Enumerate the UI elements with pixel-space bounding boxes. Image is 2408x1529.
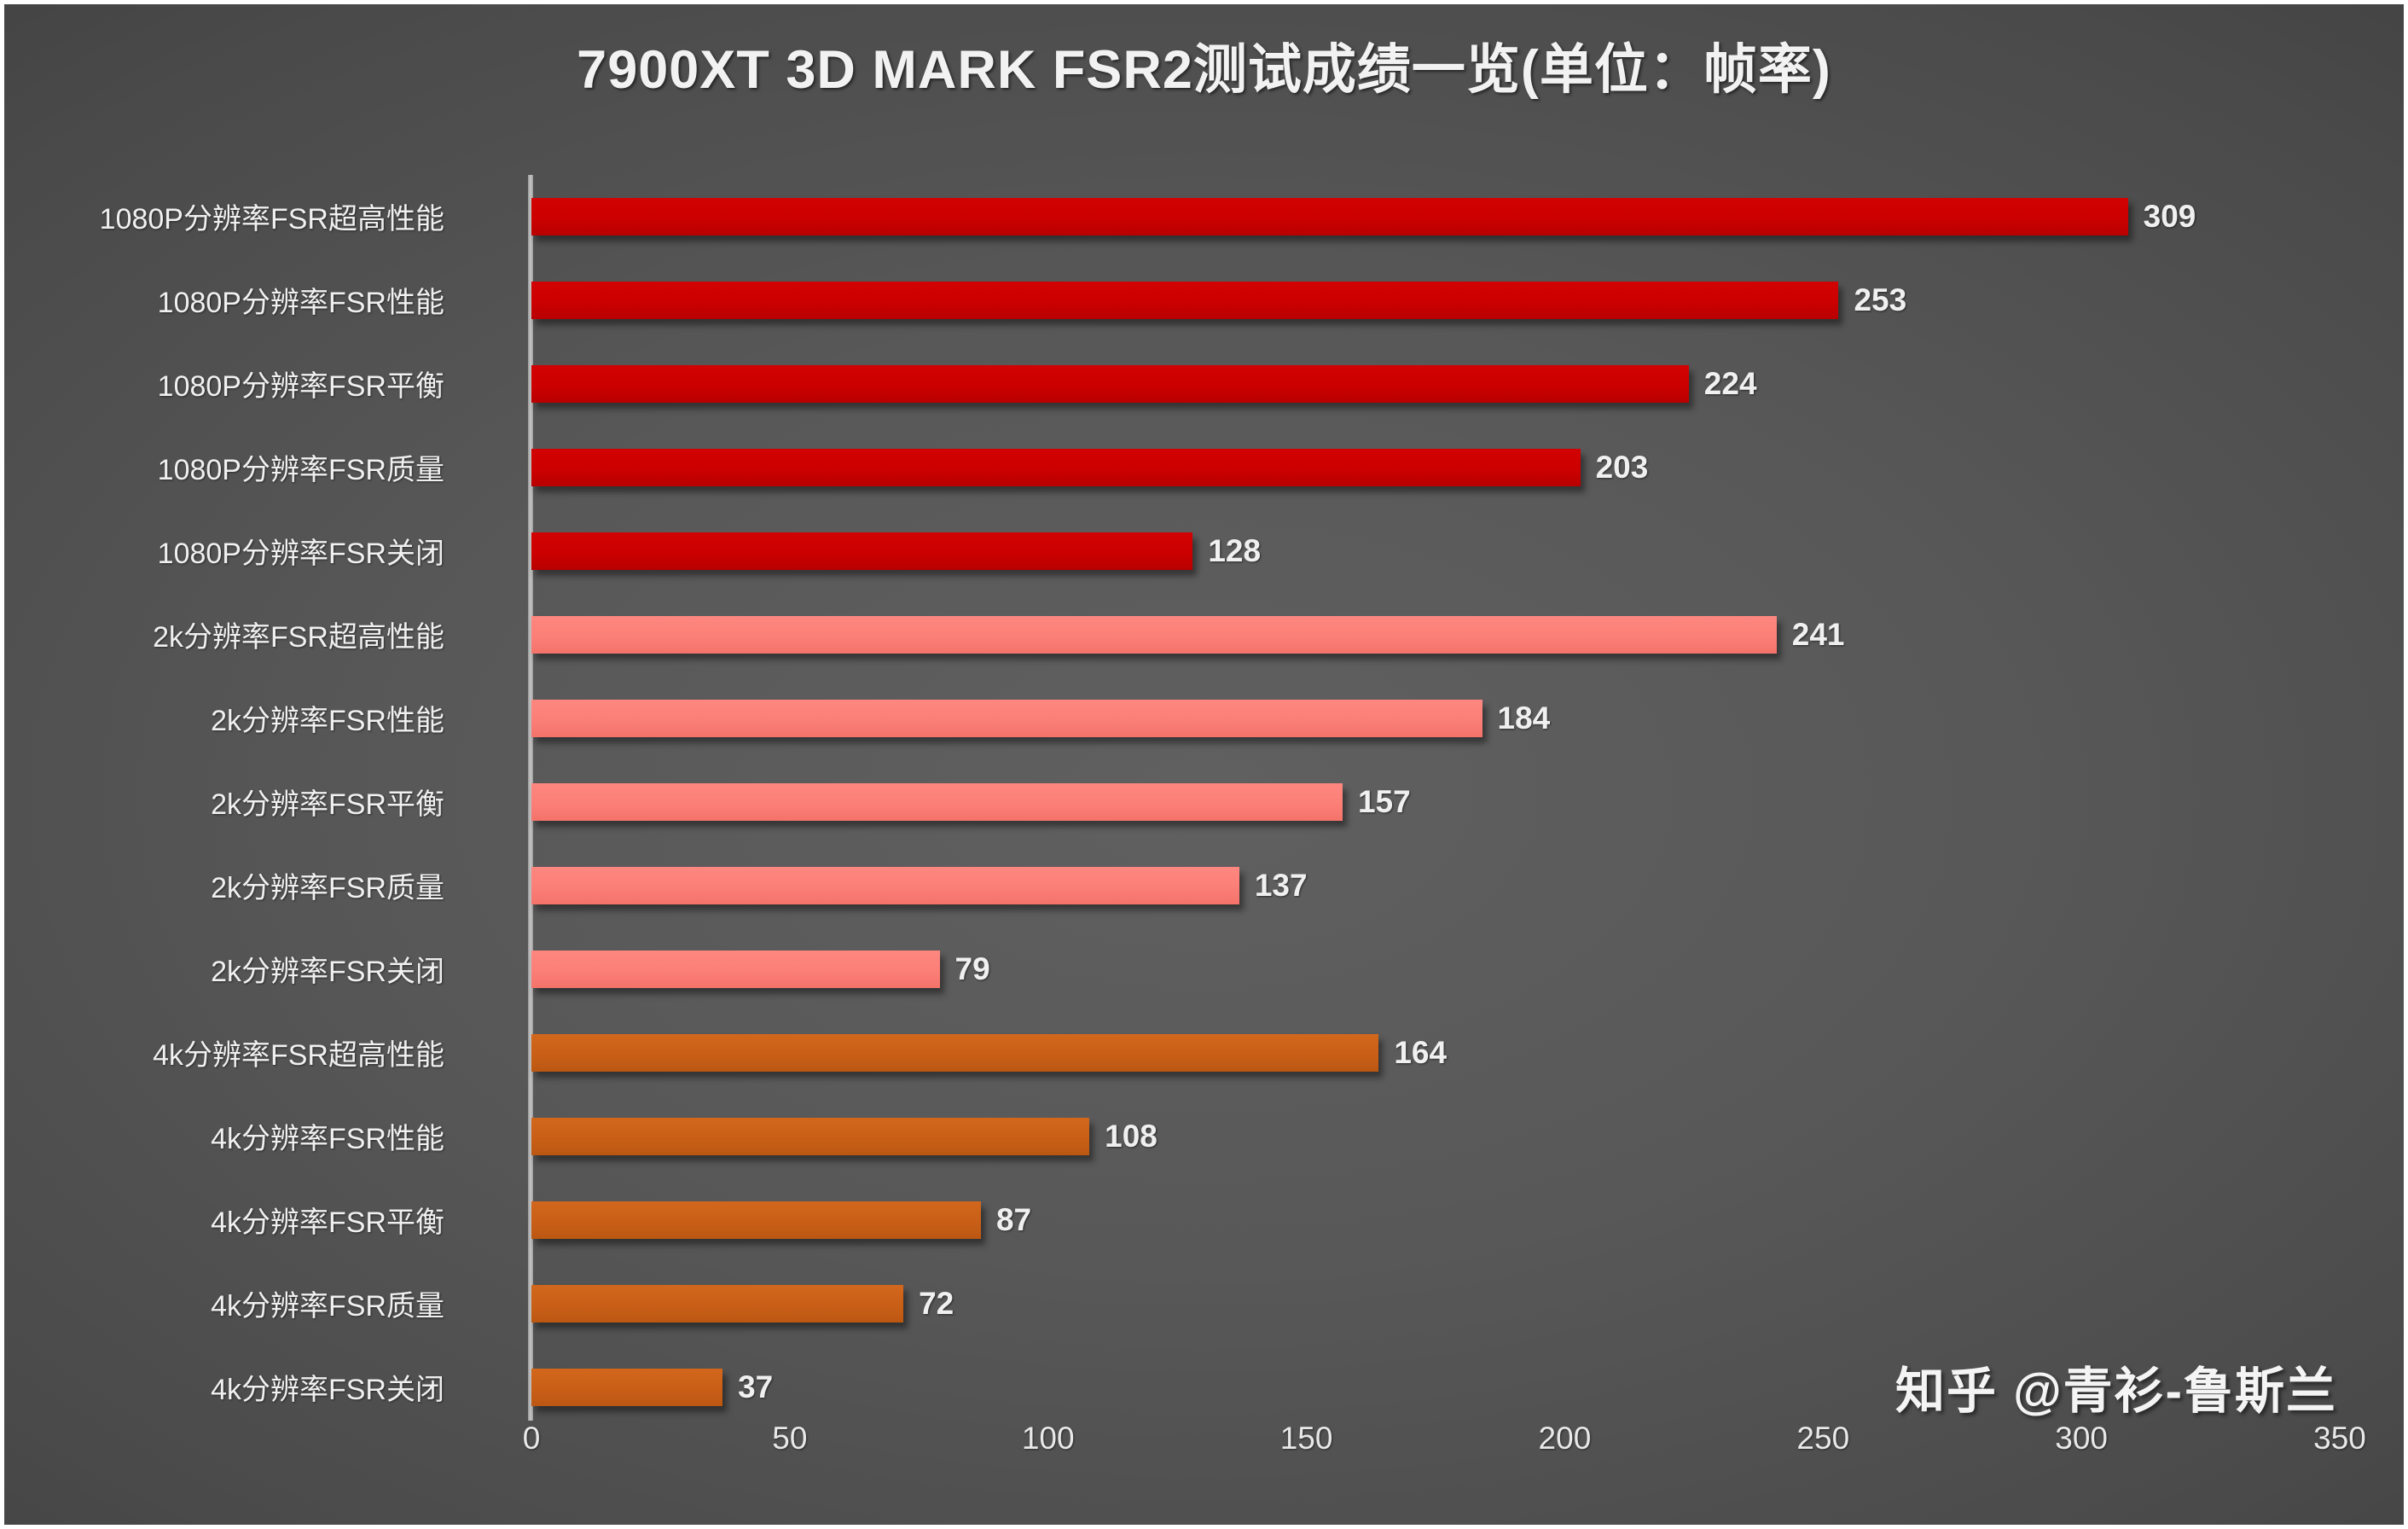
x-axis-tick-label: 150 [1279,1421,1333,1456]
bar [531,867,1239,904]
bar [531,951,940,988]
category-label: 2k分辨率FSR超高性能 [153,621,444,654]
bar [531,616,1777,654]
category-label: 1080P分辨率FSR质量 [157,454,444,486]
x-axis-tick-label: 50 [772,1421,808,1456]
category-label: 4k分辨率FSR性能 [211,1123,444,1155]
category-label: 1080P分辨率FSR性能 [157,287,444,319]
bar-row: 1080P分辨率FSR超高性能 309 [100,175,2340,259]
category-label: 1080P分辨率FSR超高性能 [99,203,444,235]
category-label: 2k分辨率FSR关闭 [211,956,444,988]
bar [531,198,2128,235]
bar [531,1369,723,1406]
y-axis-line [528,175,533,1421]
x-axis-tick-label: 100 [1021,1421,1075,1456]
x-axis-tick-label: 200 [1538,1421,1592,1456]
x-axis: 0 50 100 150 200 250 300 350 [523,1421,2366,1497]
bar [531,1201,981,1239]
bar-value-label: 137 [1254,868,1308,903]
bar-value-label: 108 [1105,1119,1158,1154]
bar [531,700,1483,737]
category-label: 1080P分辨率FSR平衡 [157,370,444,403]
bar-value-label: 128 [1208,533,1262,568]
bar-row: 1080P分辨率FSR质量 203 [158,426,2340,509]
bar-row: 4k分辨率FSR性能 108 [211,1095,2340,1178]
category-label: 4k分辨率FSR关闭 [211,1374,444,1406]
bar-row: 4k分辨率FSR关闭 37 [211,1346,2340,1429]
category-label: 2k分辨率FSR平衡 [211,788,444,821]
bar-row: 4k分辨率FSR超高性能 164 [153,1011,2340,1095]
bar-value-label: 203 [1595,450,1649,485]
bar-row: 4k分辨率FSR质量 72 [211,1262,2340,1346]
bar-value-label: 157 [1357,784,1411,819]
category-label: 2k分辨率FSR性能 [211,705,444,737]
bar [531,449,1581,486]
chart-title: 7900XT 3D MARK FSR2测试成绩一览(单位：帧率) [577,40,1831,100]
bar-row: 1080P分辨率FSR平衡 224 [158,342,2340,426]
plot-area: 1080P分辨率FSR超高性能 309 1080P分辨率FSR性能 253 1080P分… [100,175,2340,1421]
bar-row: 2k分辨率FSR超高性能 241 [153,593,2340,677]
bar-value-label: 79 [954,951,990,986]
bar [531,532,1193,570]
x-axis-tick-label: 350 [2313,1421,2366,1456]
category-label: 4k分辨率FSR质量 [211,1290,444,1323]
category-label: 2k分辨率FSR质量 [211,872,444,904]
watermark-text: 知乎 @青衫-鲁斯兰 [1895,1363,2337,1419]
bar [531,1034,1379,1072]
bar [531,365,1689,403]
bar-value-label: 224 [1703,366,1757,401]
x-axis-tick-label: 250 [1796,1421,1850,1456]
bar-value-label: 184 [1497,701,1551,735]
bar-row: 4k分辨率FSR平衡 87 [211,1178,2340,1262]
x-axis-tick-label: 300 [2055,1421,2109,1456]
bar-row: 2k分辨率FSR平衡 157 [211,760,2340,844]
bar [531,783,1343,821]
bar-row: 2k分辨率FSR关闭 79 [211,927,2340,1011]
category-label: 4k分辨率FSR平衡 [211,1206,444,1239]
bar-row: 1080P分辨率FSR性能 253 [158,259,2340,342]
bar-row: 2k分辨率FSR性能 184 [211,677,2340,760]
category-label: 1080P分辨率FSR关闭 [157,538,444,570]
bar-value-label: 87 [995,1202,1032,1237]
bar [531,1285,904,1323]
bar-value-label: 164 [1394,1035,1448,1070]
category-label: 4k分辨率FSR超高性能 [153,1039,444,1072]
bar-value-label: 37 [738,1369,774,1404]
bar [531,282,1839,319]
bar-value-label: 253 [1854,282,1907,317]
bar-row: 2k分辨率FSR质量 137 [211,844,2340,927]
bar [531,1118,1090,1155]
bar-value-label: 72 [919,1286,954,1321]
bar-value-label: 309 [2143,199,2196,234]
bar-row: 1080P分辨率FSR关闭 128 [158,509,2340,593]
bar-value-label: 241 [1791,617,1845,652]
x-axis-tick-label: 0 [522,1421,541,1456]
